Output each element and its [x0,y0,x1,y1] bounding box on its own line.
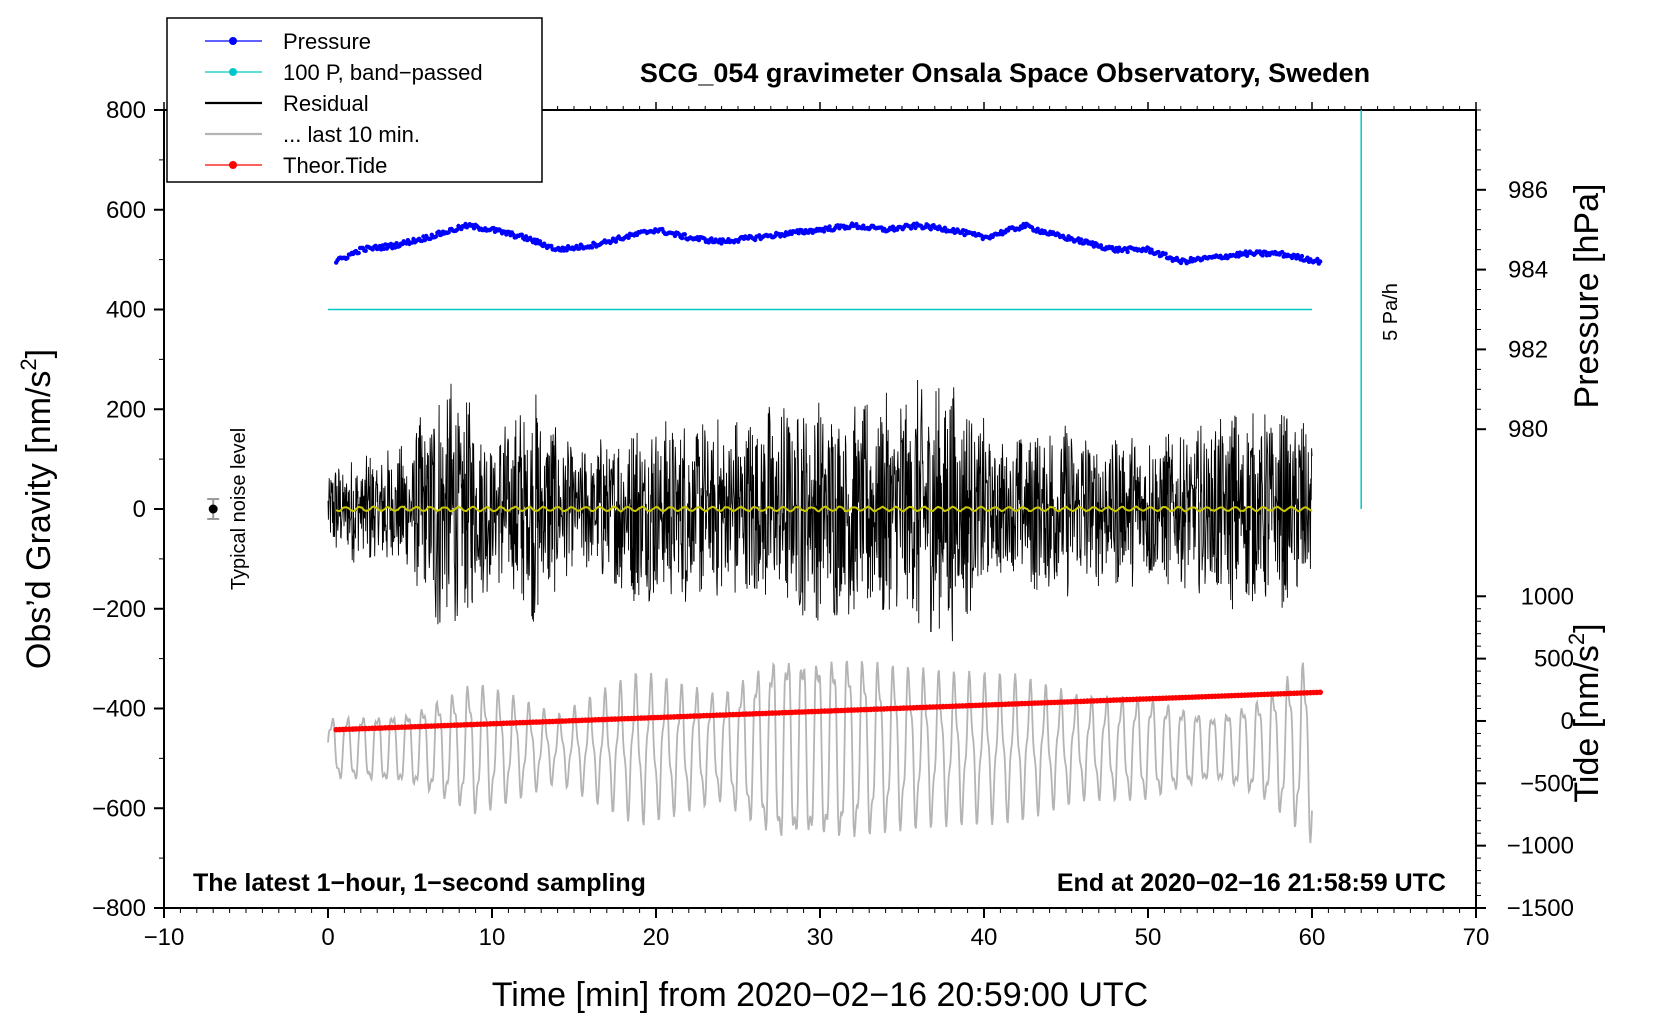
tide-tick-label: 1000 [1521,583,1574,610]
pressure-point [1163,251,1168,256]
legend-label: Pressure [283,29,371,54]
pressure-point [682,232,687,237]
x-axis-title: Time [min] from 2020−02−16 20:59:00 UTC [492,976,1148,1014]
y-left-tick-label: 600 [106,197,146,224]
y-axis-left-sup: 2 [16,358,41,370]
tide-tick-label: 0 [1561,708,1574,735]
pressure-point [436,229,441,234]
pressure-point [363,248,368,253]
y-left-tick-label: −800 [92,895,146,922]
x-tick-label: 50 [1135,924,1162,951]
legend-box [166,17,543,183]
legend-marker [229,161,237,169]
series-residual-line [327,379,1313,642]
pressure-point [1156,249,1161,255]
annotation-end-time: End at 2020−02−16 21:58:59 UTC [1057,869,1446,897]
tide-tick-label: −1000 [1507,833,1574,860]
pressure-point [345,255,350,261]
pressure-point [537,239,543,244]
x-tick-label: 0 [321,924,334,951]
pressure-point [1125,249,1130,255]
tide-tick-label: −500 [1520,770,1574,797]
x-tick-label: −10 [144,924,185,951]
pressure-tick-label: 984 [1508,257,1548,284]
pressure-point [1178,260,1184,266]
y-axis-tide-sup: 2 [1564,633,1589,645]
ticks-layer: −10 0 10 20 30 40 50 60 70 800 600 400 200 0 −200 −400 −… [92,97,1574,951]
series-gravity-smooth-line [335,505,1313,513]
chart-title: SCG_054 gravimeter Onsala Space Observat… [640,58,1370,88]
pressure-tick-label: 980 [1508,416,1548,443]
pressure-point [1280,249,1285,255]
x-tick-label: 70 [1463,924,1490,951]
noise-level-label: Typical noise level [228,428,250,590]
pressure-point [433,234,439,239]
pressure-point [549,243,554,249]
pressure-point [821,229,827,234]
pressure-point [1260,253,1265,258]
pressure-point [1098,243,1104,248]
pressure-point [1091,244,1097,249]
legend-label: Residual [283,91,369,116]
y-axis-title-left: Obs’d Gravity [nm/s2] [16,349,58,669]
tide-tick-label: −1500 [1507,895,1574,922]
legend-marker [229,68,237,76]
pressure-point [1315,256,1320,262]
y-left-tick-label: −200 [92,596,146,623]
pressure-tick-label: 982 [1508,336,1548,363]
y-left-tick-label: 800 [106,97,146,124]
x-tick-label: 20 [643,924,670,951]
legend-label: 100 P, band−passed [283,60,483,85]
pressure-point [1079,237,1084,242]
legend-marker [229,37,237,45]
legend-label: Theor.Tide [283,153,387,178]
pressure-point [394,241,399,246]
y-left-tick-label: 400 [106,297,146,324]
pressure-point [928,227,933,232]
pressure-point [752,237,758,243]
pressure-point [519,232,524,237]
noise-point [208,504,218,514]
tide-tick-label: 500 [1534,646,1574,673]
pressure-point [709,236,714,241]
pressure-point [523,234,529,239]
series-last-10-min-line [327,660,1313,844]
pressure-point [679,235,685,241]
y-left-tick-label: −600 [92,795,146,822]
pressure-point [854,222,859,227]
pressure-point [1318,259,1323,264]
y-axis-title-tide: Tide [nm/s2] [1564,623,1606,802]
y-left-tick-label: 0 [133,496,146,523]
y-axis-title-pressure: Pressure [hPa] [1568,184,1606,409]
x-tick-label: 10 [479,924,506,951]
tide-point [1317,689,1323,696]
pressure-point [672,233,678,239]
annotation-sampling: The latest 1−hour, 1−second sampling [193,869,646,897]
pressure-point [1299,253,1305,259]
pressure-point [942,225,948,230]
pressure-tick-label: 986 [1508,177,1548,204]
y-left-tick-label: −400 [92,696,146,723]
pressure-point [827,224,832,229]
pressure-point [613,239,619,244]
legend-label: ... last 10 min. [283,122,420,147]
x-tick-label: 30 [807,924,834,951]
pressure-point [951,226,956,232]
legend: Pressure 100 P, band−passed Residual ... la… [166,17,543,183]
pressure-point [626,235,631,240]
data-layer [207,110,1362,844]
y-left-tick-label: 200 [106,396,146,423]
x-tick-label: 60 [1299,924,1326,951]
x-tick-label: 40 [971,924,998,951]
pressure-point [1149,247,1154,252]
pressure-point [356,250,361,256]
pressure-point [589,245,595,250]
pressure-point [913,225,918,231]
legend-items: Pressure 100 P, band−passed Residual ... la… [205,29,483,178]
rate-label: 5 Pa/h [1380,283,1402,341]
